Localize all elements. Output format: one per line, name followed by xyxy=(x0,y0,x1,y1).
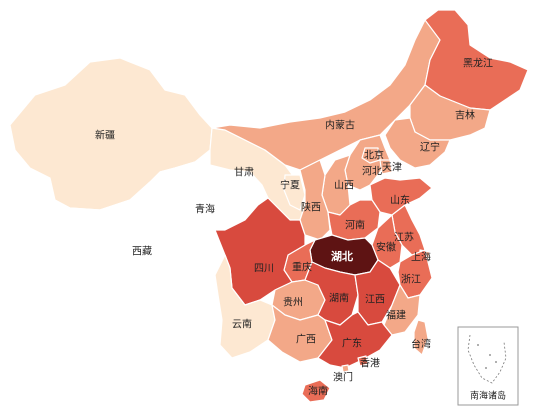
label-xinjiang: 新疆 xyxy=(95,129,115,142)
label-jilin: 吉林 xyxy=(455,109,475,122)
label-guizhou: 贵州 xyxy=(283,296,303,309)
label-jiangxi: 江西 xyxy=(365,294,385,306)
island-dot xyxy=(485,367,487,369)
label-yunnan: 云南 xyxy=(232,318,252,331)
label-zhejiang: 浙江 xyxy=(401,274,421,286)
label-shanghai: 上海 xyxy=(411,251,431,264)
province-zhejiang[interactable] xyxy=(397,249,433,299)
label-shandong: 山东 xyxy=(390,194,410,207)
label-hunan: 湖南 xyxy=(329,292,349,305)
province-aomen[interactable] xyxy=(341,364,350,373)
label-neimenggu: 内蒙古 xyxy=(325,119,355,132)
label-shanxi: 山西 xyxy=(334,180,354,192)
south-china-sea-inset: 南海诸岛 xyxy=(457,326,519,406)
island-dot xyxy=(489,354,491,356)
label-qinghai: 青海 xyxy=(195,203,215,216)
label-jiangsu: 江苏 xyxy=(394,231,414,244)
label-shaanxi: 陕西 xyxy=(301,201,321,214)
province-beijing[interactable] xyxy=(361,147,381,164)
label-guangxi: 广西 xyxy=(296,334,316,346)
province-shaanxi[interactable] xyxy=(299,159,331,241)
label-liaoning: 辽宁 xyxy=(420,141,440,154)
province-liaoning[interactable] xyxy=(384,117,451,169)
label-taiwan: 台湾 xyxy=(411,338,431,351)
label-gansu: 甘肃 xyxy=(234,166,254,179)
label-sichuan: 四川 xyxy=(254,264,274,275)
island-dot xyxy=(495,361,497,363)
label-henan: 河南 xyxy=(345,219,365,232)
inset-frame xyxy=(457,326,519,406)
label-anhui: 安徽 xyxy=(376,241,396,254)
label-beijing: 北京 xyxy=(364,149,384,162)
island-dot xyxy=(477,344,479,346)
label-guangdong: 广东 xyxy=(342,337,362,350)
inset-label: 南海诸岛 xyxy=(470,389,506,400)
province-xianggang[interactable] xyxy=(357,355,369,367)
province-henan[interactable] xyxy=(327,199,381,241)
province-taiwan[interactable] xyxy=(413,319,429,356)
label-fujian: 福建 xyxy=(386,309,406,322)
nine-dash-line xyxy=(467,334,507,384)
label-xizang: 西藏 xyxy=(132,246,152,258)
label-xianggang: 香港 xyxy=(360,358,380,370)
label-ningxia: 宁夏 xyxy=(280,179,300,192)
label-hainan: 海南 xyxy=(308,385,328,398)
label-hebei: 河北 xyxy=(362,166,382,178)
province-hainan[interactable] xyxy=(301,379,331,403)
province-tianjin[interactable] xyxy=(379,159,393,175)
province-heilongjiang[interactable] xyxy=(424,9,529,111)
label-heilongjiang: 黑龙江 xyxy=(463,57,493,70)
label-aomen: 澳门 xyxy=(333,371,353,384)
label-chongqing: 重庆 xyxy=(292,261,312,274)
label-hubei: 湖北 xyxy=(331,249,353,263)
province-guangdong[interactable] xyxy=(317,311,393,369)
label-tianjin: 天津 xyxy=(382,162,402,174)
province-ningxia[interactable] xyxy=(283,174,306,211)
